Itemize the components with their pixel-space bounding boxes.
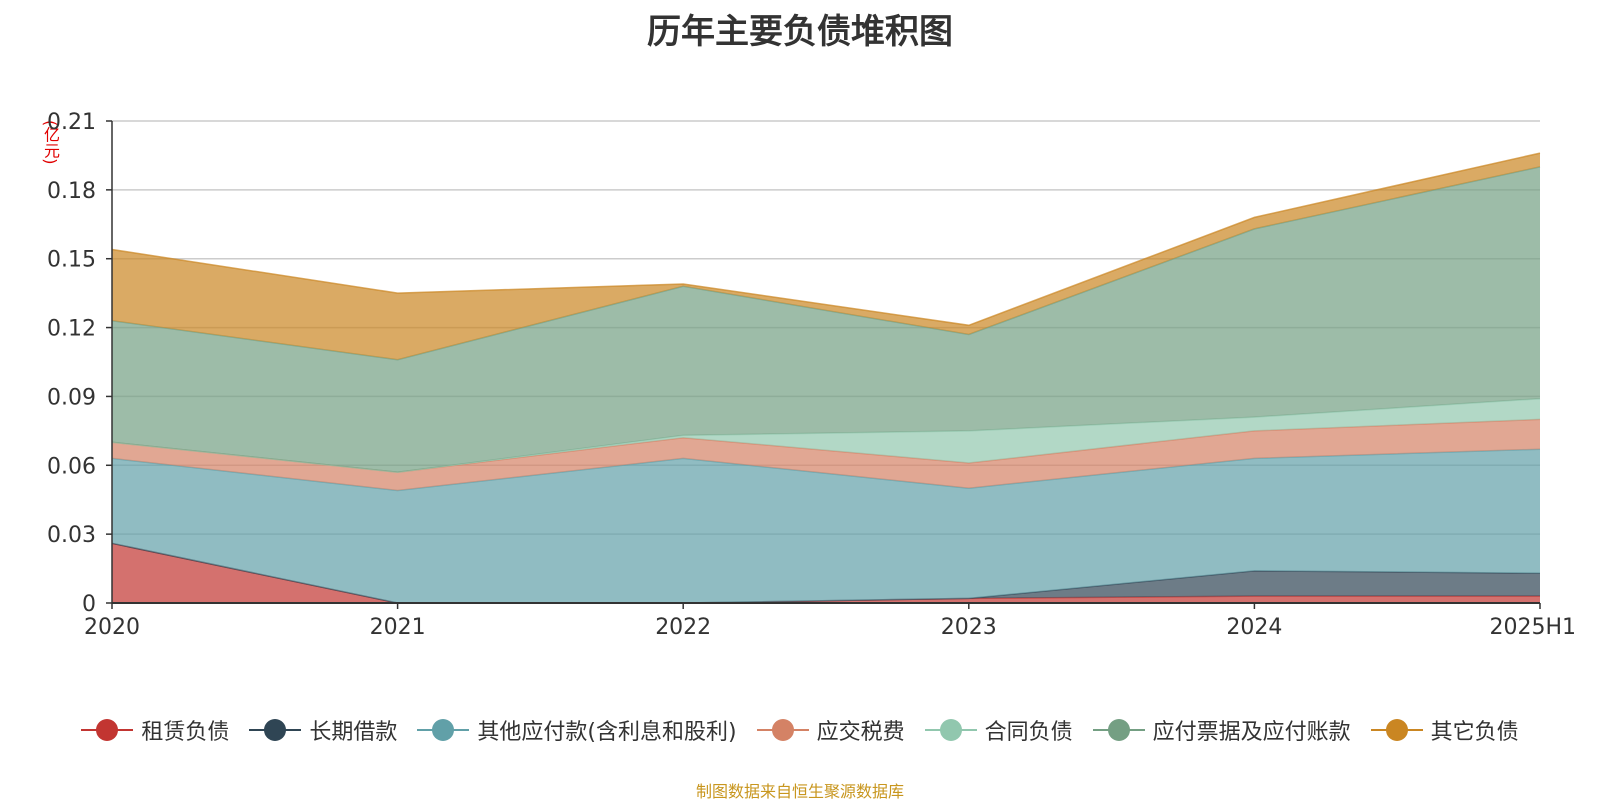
legend-marker-dot xyxy=(96,719,119,741)
legend-label: 应交税费 xyxy=(816,720,905,745)
legend-label: 其它负债 xyxy=(1430,720,1519,745)
legend-item[interactable]: 合同负债 xyxy=(924,714,1073,746)
y-tick-label: 0.12 xyxy=(47,317,96,342)
axes: 0 0.03 0.06 0.09 0.12 0.15 0.18 0.21 2020 2021 202… xyxy=(47,110,1576,640)
legend-marker-dot xyxy=(939,719,962,741)
area-series xyxy=(111,152,1541,604)
stacked-area-chart: 0 0.03 0.06 0.09 0.12 0.15 0.18 0.21 2020 2021 202… xyxy=(47,110,1576,640)
y-tick-label: 0.18 xyxy=(47,179,96,204)
area-合同负债 xyxy=(112,398,1540,473)
legend-marker-icon xyxy=(1092,718,1145,742)
legend-item[interactable]: 租赁负债 xyxy=(81,714,229,746)
source-note: 制图数据来自恒生聚源数据库 xyxy=(695,782,904,801)
legend-marker-icon xyxy=(81,718,134,742)
legend: 租赁负债 长期借款 其他应付款(含利息和股利) 应交税费 合同负债 应付票据及应付账款 其它… xyxy=(0,714,1600,746)
legend-label: 租赁负债 xyxy=(141,720,230,745)
legend-marker-dot xyxy=(771,719,794,741)
x-tick-label: 2021 xyxy=(370,615,426,640)
y-tick-label: 0 xyxy=(82,592,96,617)
legend-marker-dot xyxy=(432,719,455,741)
legend-label: 其他应付款(含利息和股利) xyxy=(477,720,737,745)
y-tick-label: 0.03 xyxy=(47,523,96,548)
legend-item[interactable]: 应交税费 xyxy=(756,714,905,746)
chart-title: 历年主要负债堆积图 xyxy=(647,12,953,52)
y-tick-label: 0.15 xyxy=(47,248,96,273)
legend-label: 长期借款 xyxy=(309,720,398,745)
legend-marker-icon xyxy=(924,718,977,742)
y-axis-unit-label: (亿元) xyxy=(41,120,60,165)
legend-marker-icon xyxy=(417,718,470,742)
legend-label: 合同负债 xyxy=(984,720,1073,745)
legend-item[interactable]: 应付票据及应付账款 xyxy=(1092,714,1351,746)
area-应交税费 xyxy=(112,419,1540,491)
area-长期借款 xyxy=(112,543,1540,603)
area-租赁负债 xyxy=(112,543,1540,603)
x-tick-label: 2024 xyxy=(1226,615,1282,640)
legend-item[interactable]: 其它负债 xyxy=(1370,714,1519,746)
area-应付票据及应付账款 xyxy=(112,166,1540,473)
legend-marker-dot xyxy=(1385,719,1408,741)
x-tick-label: 2022 xyxy=(655,615,711,640)
y-tick-label: 0.09 xyxy=(47,385,96,410)
y-tick-label: 0.06 xyxy=(47,454,96,479)
legend-marker-dot xyxy=(264,719,287,741)
legend-marker-icon xyxy=(249,718,302,742)
legend-marker-dot xyxy=(1107,719,1130,741)
legend-label: 应付票据及应付账款 xyxy=(1152,720,1351,745)
area-edge-其它负债 xyxy=(111,152,1541,327)
legend-marker-icon xyxy=(1370,718,1423,742)
y-tick-label: 0.21 xyxy=(47,110,96,135)
area-其他应付款(含利息和股利) xyxy=(112,449,1540,603)
x-tick-label: 2020 xyxy=(84,615,140,640)
legend-marker-icon xyxy=(756,718,809,742)
legend-item[interactable]: 其他应付款(含利息和股利) xyxy=(417,714,737,746)
x-tick-label: 2025H1 xyxy=(1489,615,1576,640)
legend-item[interactable]: 长期借款 xyxy=(249,714,397,746)
x-tick-label: 2023 xyxy=(941,615,997,640)
area-其它负债 xyxy=(112,153,1540,360)
